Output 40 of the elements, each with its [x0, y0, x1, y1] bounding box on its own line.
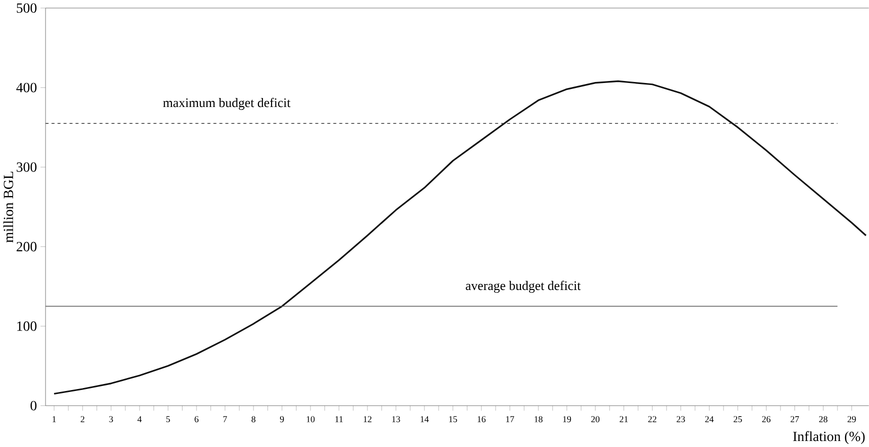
x-tick-label: 2	[80, 416, 84, 422]
y-tick-label: 200	[16, 242, 36, 252]
x-tick-label: 5	[166, 416, 170, 422]
x-tick-label: 29	[848, 416, 856, 422]
y-tick-label: 0	[30, 400, 36, 410]
x-tick-label: 9	[280, 416, 284, 422]
y-axis-title: million BGL	[3, 172, 14, 242]
x-tick-label: 17	[506, 416, 514, 422]
line-series	[53, 80, 867, 394]
y-tick-label: 300	[16, 162, 36, 172]
x-tick-label: 4	[137, 416, 142, 422]
x-tick-label: 11	[335, 416, 343, 422]
ref-line-label: average budget deficit	[466, 280, 581, 293]
x-tick-label: 25	[734, 416, 742, 422]
x-tick-label: 13	[392, 416, 400, 422]
x-tick-label: 27	[790, 416, 799, 422]
x-axis-title: Inflation (%)	[793, 431, 865, 444]
x-tick-label: 20	[591, 416, 600, 422]
y-tick-label: 100	[17, 321, 36, 331]
x-tick-label: 21	[620, 416, 628, 422]
y-tick-label: 500	[16, 3, 36, 13]
x-tick-label: 18	[534, 416, 543, 422]
x-tick-label: 24	[705, 416, 714, 422]
x-tick-label: 12	[364, 416, 372, 422]
x-tick-label: 22	[648, 416, 656, 422]
x-tick-label: 3	[109, 416, 113, 422]
x-tick-label: 19	[563, 416, 571, 422]
x-tick-label: 6	[194, 416, 199, 422]
x-tick-label: 26	[762, 416, 770, 422]
x-tick-label: 15	[449, 416, 458, 422]
x-tick-label: 1	[52, 416, 56, 422]
x-tick-label: 28	[819, 416, 828, 422]
x-tick-label: 23	[676, 416, 685, 422]
x-tick-label: 8	[252, 416, 256, 422]
x-tick-label: 7	[223, 416, 227, 422]
x-tick-label: 14	[420, 416, 429, 422]
y-tick-label: 400	[16, 82, 36, 92]
x-tick-label: 10	[306, 416, 315, 422]
ref-line-label: maximum budget deficit	[163, 98, 290, 110]
x-tick-label: 16	[478, 416, 486, 422]
